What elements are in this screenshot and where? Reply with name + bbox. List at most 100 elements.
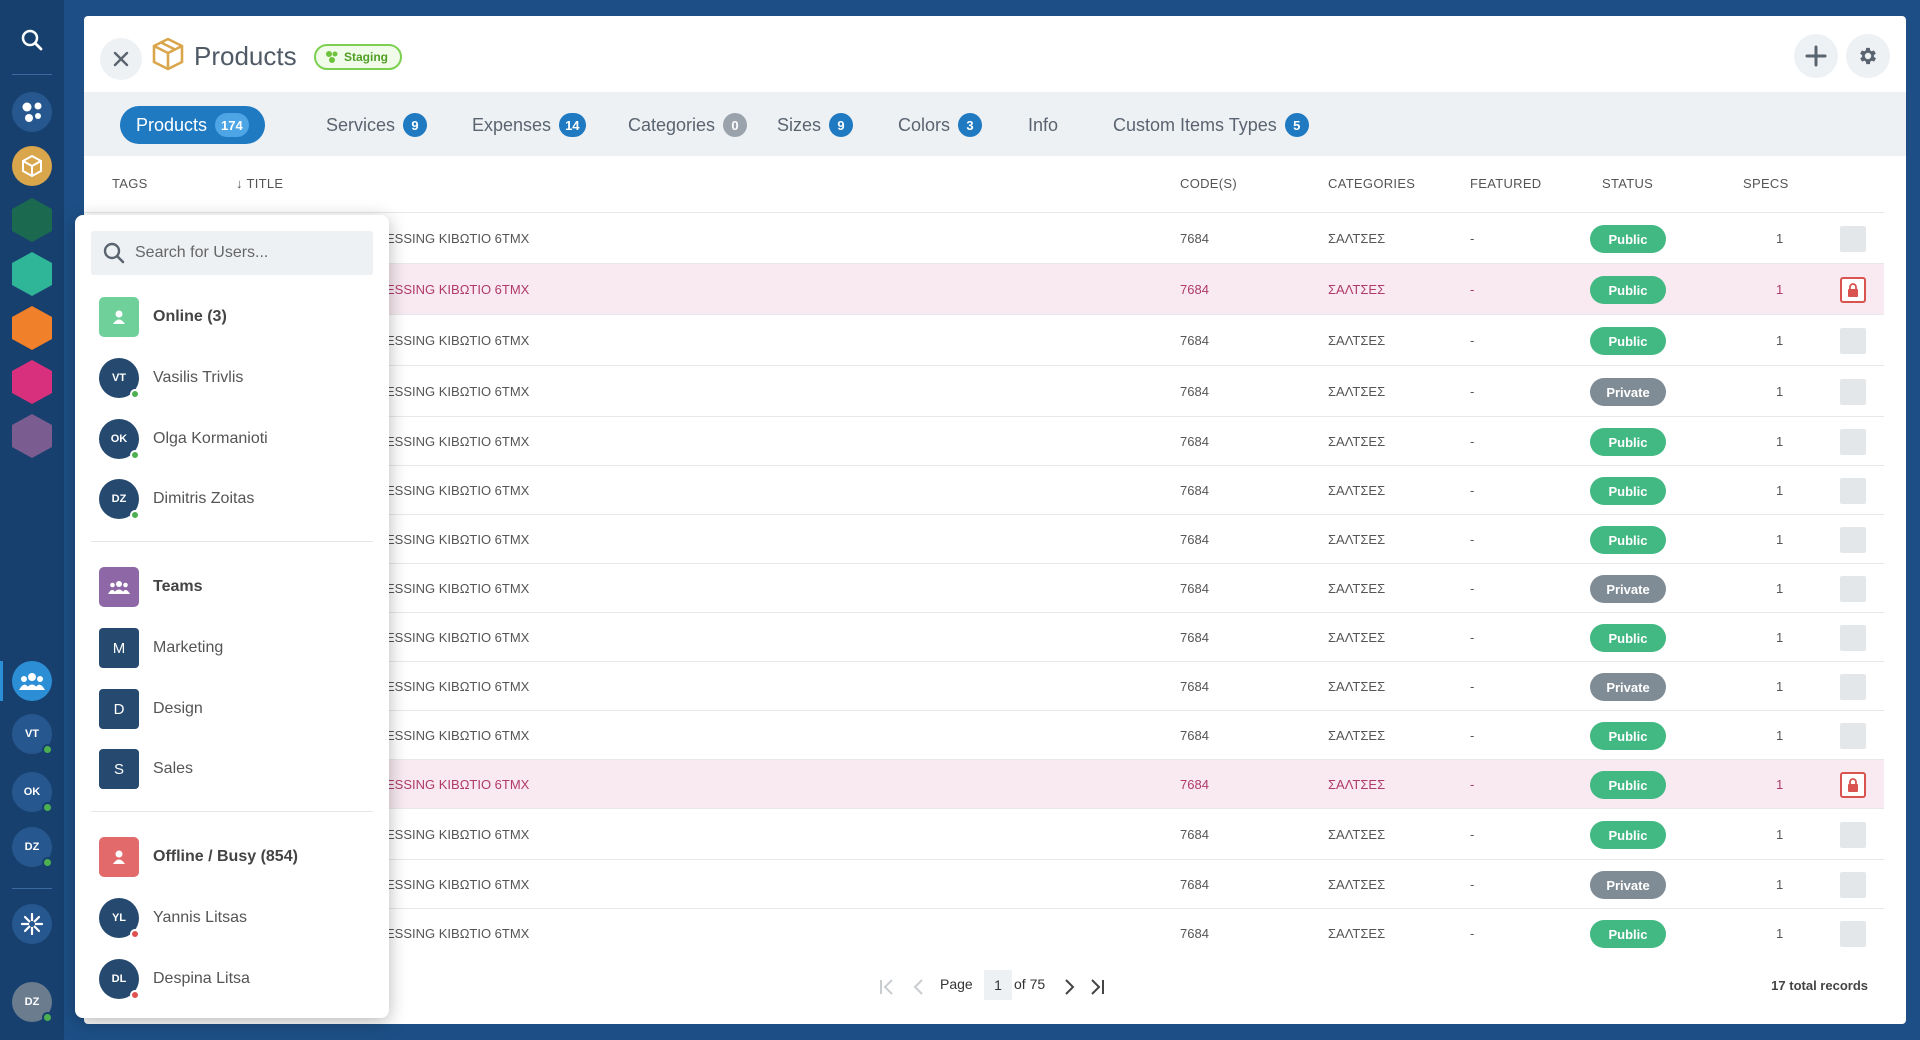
product-featured: - xyxy=(1470,483,1475,498)
lock-icon[interactable] xyxy=(1840,772,1866,798)
total-records: 17 total records xyxy=(1771,978,1868,993)
row-checkbox[interactable] xyxy=(1840,478,1866,504)
status-badge: Public xyxy=(1590,526,1666,554)
workspace-hex-teal[interactable] xyxy=(12,252,52,296)
header-specs[interactable]: SPECS xyxy=(1743,176,1789,191)
status-badge: Public xyxy=(1590,920,1666,948)
status-badge: Public xyxy=(1590,327,1666,355)
product-category: ΣΑΛΤΣΕΣ xyxy=(1328,231,1386,246)
table-row[interactable]: ESSING ΚΙΒΩΤΙΟ 6ΤΜΧ 7684 ΣΑΛΤΣΕΣ - 1 Private xyxy=(84,365,1884,416)
table-row[interactable]: ESSING ΚΙΒΩΤΙΟ 6ΤΜΧ 7684 ΣΑΛΤΣΕΣ - 1 Public xyxy=(84,314,1884,365)
table-row[interactable]: ESSING ΚΙΒΩΤΙΟ 6ΤΜΧ 7684 ΣΑΛΤΣΕΣ - 1 Private xyxy=(84,661,1884,710)
page-input[interactable] xyxy=(984,970,1012,1000)
tab-categories[interactable]: Categories 0 xyxy=(612,106,763,144)
row-checkbox[interactable] xyxy=(1840,674,1866,700)
settings-button[interactable] xyxy=(1846,34,1890,78)
team-item-design[interactable]: D Design xyxy=(99,689,203,729)
row-checkbox[interactable] xyxy=(1840,226,1866,252)
table-row[interactable]: ESSING ΚΙΒΩΤΙΟ 6ΤΜΧ 7684 ΣΑΛΤΣΕΣ - 1 Private xyxy=(84,563,1884,612)
workspace-hex-purple[interactable] xyxy=(12,414,52,458)
offline-user[interactable]: DL Despina Litsa xyxy=(99,959,250,1000)
team-icon xyxy=(99,567,139,607)
table-row[interactable]: ESSING ΚΙΒΩΤΙΟ 6ΤΜΧ 7684 ΣΑΛΤΣΕΣ - 1 Private xyxy=(84,859,1884,908)
product-featured: - xyxy=(1470,679,1475,694)
team-item-marketing[interactable]: M Marketing xyxy=(99,628,223,668)
search-icon[interactable] xyxy=(12,20,52,60)
last-page-icon[interactable] xyxy=(1088,978,1106,996)
header-status[interactable]: STATUS xyxy=(1602,176,1654,191)
product-code: 7684 xyxy=(1180,581,1209,596)
rail-avatar-3[interactable]: DZ xyxy=(12,827,53,868)
product-specs: 1 xyxy=(1776,630,1784,645)
row-checkbox[interactable] xyxy=(1840,379,1866,405)
first-page-icon[interactable] xyxy=(878,978,896,996)
tab-colors[interactable]: Colors 3 xyxy=(882,106,998,144)
header-tags[interactable]: TAGS xyxy=(112,176,148,191)
row-checkbox[interactable] xyxy=(1840,822,1866,848)
header-categories[interactable]: CATEGORIES xyxy=(1328,176,1416,191)
table-row[interactable]: ESSING ΚΙΒΩΤΙΟ 6ΤΜΧ 7684 ΣΑΛΤΣΕΣ - 1 Public xyxy=(84,212,1884,263)
prev-page-icon[interactable] xyxy=(910,978,928,996)
row-checkbox[interactable] xyxy=(1840,921,1866,947)
product-specs: 1 xyxy=(1776,827,1784,842)
table-row[interactable]: ESSING ΚΙΒΩΤΙΟ 6ΤΜΧ 7684 ΣΑΛΤΣΕΣ - 1 Public xyxy=(84,908,1884,957)
table-row[interactable]: ESSING ΚΙΒΩΤΙΟ 6ΤΜΧ 7684 ΣΑΛΤΣΕΣ - 1 Public xyxy=(84,465,1884,514)
products-box-icon[interactable] xyxy=(12,146,52,186)
row-checkbox[interactable] xyxy=(1840,625,1866,651)
add-button[interactable] xyxy=(1794,34,1838,78)
tab-custom-items-types[interactable]: Custom Items Types 5 xyxy=(1097,106,1325,144)
integrations-icon[interactable] xyxy=(12,904,52,944)
product-featured: - xyxy=(1470,926,1475,941)
row-checkbox[interactable] xyxy=(1840,576,1866,602)
product-title: ESSING ΚΙΒΩΤΙΟ 6ΤΜΧ xyxy=(386,483,530,498)
table-row[interactable]: ESSING ΚΙΒΩΤΙΟ 6ΤΜΧ 7684 ΣΑΛΤΣΕΣ - 1 Public xyxy=(84,416,1884,465)
header-title[interactable]: ↓ TITLE xyxy=(236,176,284,191)
current-user-avatar[interactable]: DZ xyxy=(12,982,53,1023)
product-title: ESSING ΚΙΒΩΤΙΟ 6ΤΜΧ xyxy=(386,581,530,596)
header-featured[interactable]: FEATURED xyxy=(1470,176,1542,191)
team-avatar: M xyxy=(99,628,139,668)
workspace-hex-green-dark[interactable] xyxy=(12,198,52,242)
product-title: ESSING ΚΙΒΩΤΙΟ 6ΤΜΧ xyxy=(386,827,530,842)
table-row[interactable]: ESSING ΚΙΒΩΤΙΟ 6ΤΜΧ 7684 ΣΑΛΤΣΕΣ - 1 Public xyxy=(84,514,1884,563)
user-search-input[interactable] xyxy=(135,244,365,262)
close-icon xyxy=(113,51,129,67)
users-icon[interactable] xyxy=(12,661,52,701)
row-checkbox[interactable] xyxy=(1840,723,1866,749)
rail-avatar-1[interactable]: VT xyxy=(12,714,53,755)
online-user[interactable]: DZ Dimitris Zoitas xyxy=(99,479,254,520)
row-checkbox[interactable] xyxy=(1840,429,1866,455)
product-specs: 1 xyxy=(1776,434,1784,449)
row-checkbox[interactable] xyxy=(1840,872,1866,898)
team-item-sales[interactable]: S Sales xyxy=(99,749,193,789)
tab-products[interactable]: Products 174 xyxy=(120,106,265,144)
online-user[interactable]: OK Olga Kormanioti xyxy=(99,419,268,460)
online-user[interactable]: VT Vasilis Trivlis xyxy=(99,358,243,399)
row-checkbox[interactable] xyxy=(1840,527,1866,553)
next-page-icon[interactable] xyxy=(1060,978,1078,996)
product-code: 7684 xyxy=(1180,333,1209,348)
apps-icon[interactable] xyxy=(12,92,52,132)
rail-avatar-2[interactable]: OK xyxy=(12,772,53,813)
workspace-hex-pink[interactable] xyxy=(12,360,52,404)
table-row[interactable]: ESSING ΚΙΒΩΤΙΟ 6ΤΜΧ 7684 ΣΑΛΤΣΕΣ - 1 Public xyxy=(84,808,1884,859)
tab-services[interactable]: Services 9 xyxy=(310,106,443,144)
product-specs: 1 xyxy=(1776,777,1784,792)
product-code: 7684 xyxy=(1180,231,1209,246)
table-row[interactable]: ESSING ΚΙΒΩΤΙΟ 6ΤΜΧ 7684 ΣΑΛΤΣΕΣ - 1 Public xyxy=(84,710,1884,759)
lock-icon[interactable] xyxy=(1840,277,1866,303)
product-code: 7684 xyxy=(1180,384,1209,399)
workspace-hex-orange[interactable] xyxy=(12,306,52,350)
tab-sizes[interactable]: Sizes 9 xyxy=(761,106,869,144)
user-icon xyxy=(99,297,139,337)
user-icon xyxy=(99,837,139,877)
close-button[interactable] xyxy=(100,38,142,80)
product-specs: 1 xyxy=(1776,282,1784,297)
tab-expenses[interactable]: Expenses 14 xyxy=(456,106,602,144)
product-category: ΣΑΛΤΣΕΣ xyxy=(1328,777,1386,792)
offline-user[interactable]: YL Yannis Litsas xyxy=(99,898,247,939)
table-row[interactable]: ESSING ΚΙΒΩΤΙΟ 6ΤΜΧ 7684 ΣΑΛΤΣΕΣ - 1 Public xyxy=(84,612,1884,661)
tab-info[interactable]: Info xyxy=(1028,114,1059,135)
row-checkbox[interactable] xyxy=(1840,328,1866,354)
header-codes[interactable]: CODE(S) xyxy=(1180,176,1237,191)
